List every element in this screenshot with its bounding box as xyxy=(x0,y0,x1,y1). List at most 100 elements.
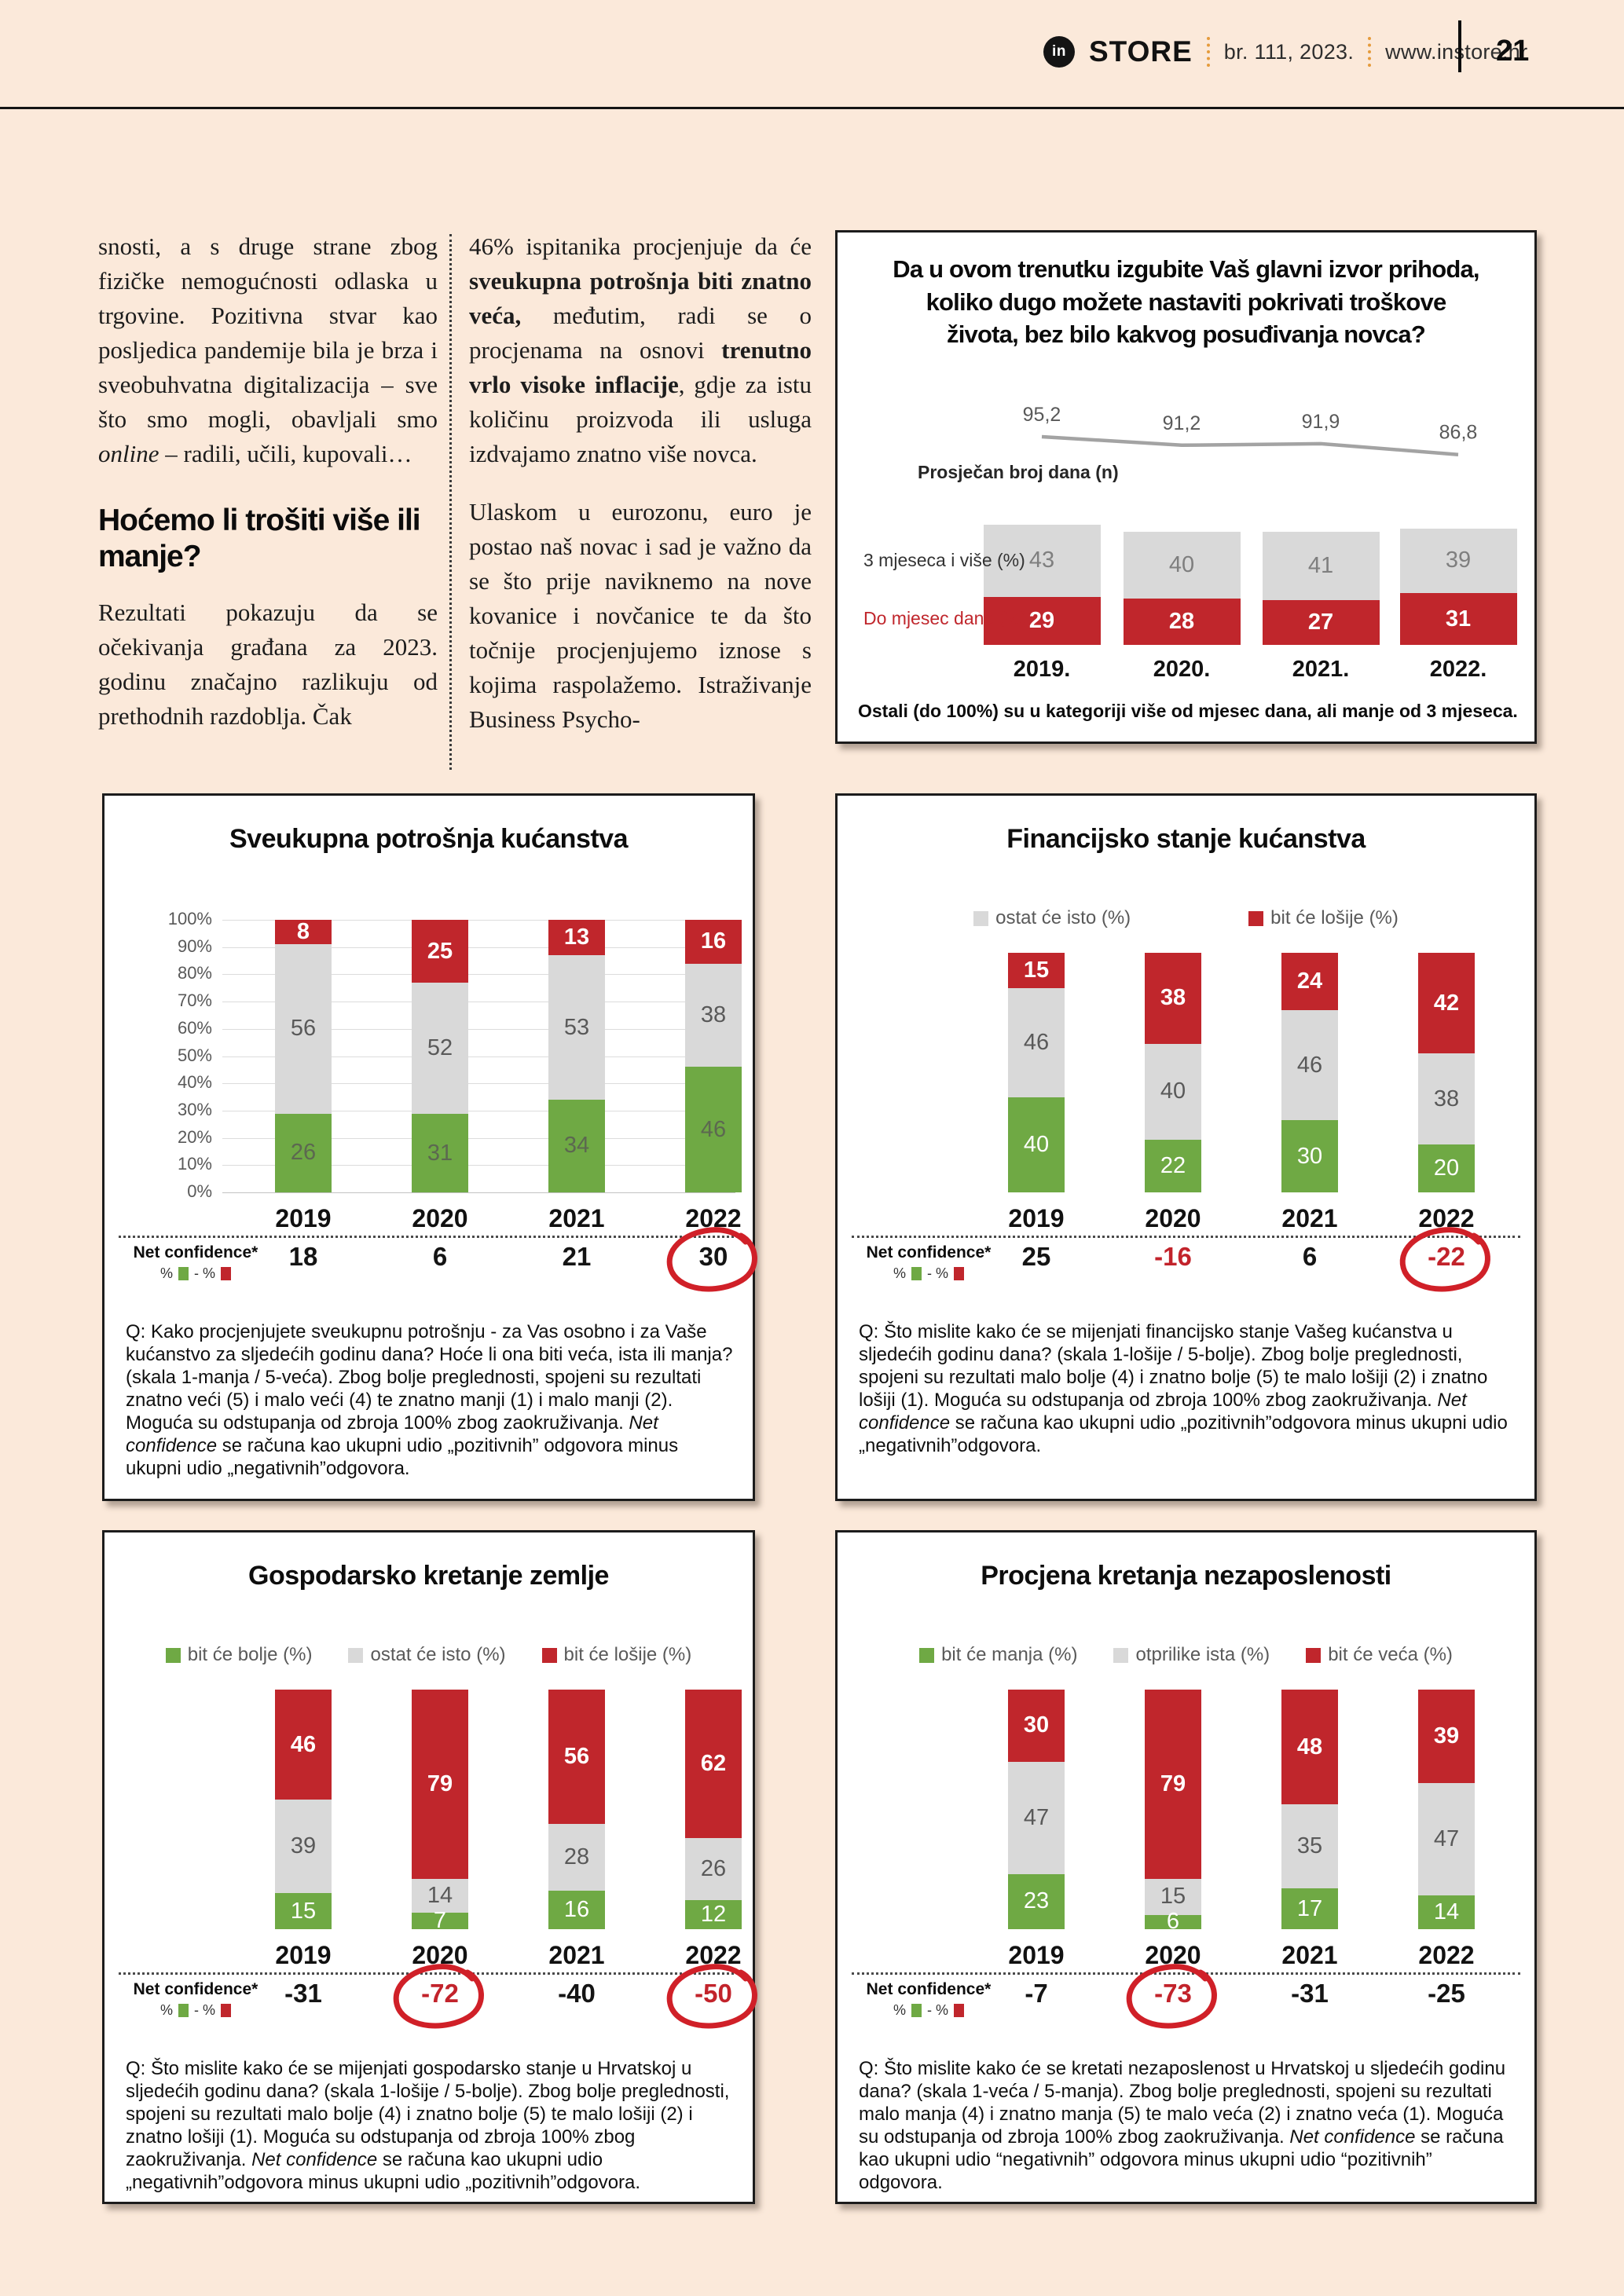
legend-item: ostat će isto (%) xyxy=(348,1644,506,1666)
bar-value-label: 46 xyxy=(1296,1052,1323,1078)
bar-segment-gray: 56 xyxy=(275,943,332,1114)
dotted-rule xyxy=(852,1236,1520,1238)
bar-segment-gray: 40 xyxy=(1145,1043,1201,1140)
net-mini-text: - % xyxy=(927,1265,948,1281)
bar-column: 38 40 22 xyxy=(1145,953,1201,1192)
year-label: 2022 xyxy=(685,1941,742,1969)
bar-value-label: 14 xyxy=(427,1882,453,1908)
bar-column: 24 46 30 xyxy=(1281,953,1338,1192)
bar-segment-green: 14 xyxy=(1418,1895,1475,1929)
bar-value-label: 34 xyxy=(563,1133,590,1159)
bar-segment-green: 17 xyxy=(1281,1888,1338,1929)
year-label: 2021 xyxy=(1281,1204,1338,1232)
legend-item: bit će veća (%) xyxy=(1306,1644,1453,1666)
net-mini-text: % xyxy=(893,1265,906,1281)
net-confidence-value: -31 xyxy=(1291,1979,1329,2008)
y-axis-tick: 80% xyxy=(177,963,212,983)
year-label: 2020 xyxy=(412,1204,468,1232)
legend-item-label: bit će veća (%) xyxy=(1328,1644,1453,1665)
bar-value-label: 31 xyxy=(427,1140,453,1166)
bar-value-label: 23 xyxy=(1023,1888,1050,1914)
net-confidence-value: -22 xyxy=(1428,1242,1465,1271)
paragraph: Rezultati pokazuju da se očekivanja građ… xyxy=(98,599,438,731)
bar-segment-gray: 46 xyxy=(1281,1010,1338,1121)
bar-value-label: 46 xyxy=(700,1116,727,1142)
bar-value-label: 6 xyxy=(1166,1909,1180,1935)
legend-item-label: ostat će isto (%) xyxy=(370,1644,506,1665)
bar-value-label: 12 xyxy=(700,1902,727,1928)
bar-column: 56 28 16 xyxy=(548,1690,605,1929)
net-mini-text: % xyxy=(893,2002,906,2018)
net-confidence-value: 25 xyxy=(1021,1242,1051,1271)
bar-value-label: 47 xyxy=(1433,1826,1460,1852)
gridline xyxy=(222,1165,735,1166)
bar-segment-red: 24 xyxy=(1281,953,1338,1011)
average-days-line: 95,2 91,2 91,9 86,8 xyxy=(1023,404,1477,456)
bar-segment-green: 23 xyxy=(1008,1873,1065,1929)
bar-value-label: 39 xyxy=(290,1833,317,1859)
bar-value-label: 38 xyxy=(700,1002,727,1027)
income-duration-plot: 95,2 91,2 91,9 86,8 Prosječan broj dana (n) 4… xyxy=(838,233,1534,742)
bar-segment-gray: 38 xyxy=(1418,1053,1475,1144)
instore-logo-icon: in xyxy=(1043,36,1075,68)
bar-value-label: 14 xyxy=(1433,1899,1460,1925)
bar-value-label: 27 xyxy=(1307,609,1334,635)
bar-value-label: 20 xyxy=(1433,1155,1460,1181)
year-label: 2019 xyxy=(1008,1204,1065,1232)
chart-caption: Q: Što mislite kako će se kretati nezapo… xyxy=(859,2058,1506,2194)
series-row-label-gray: 3 mjeseca i više (%) xyxy=(863,550,1025,570)
bar-value-label: 26 xyxy=(290,1140,317,1166)
gridline xyxy=(222,1056,735,1057)
bar-column: 79 14 7 xyxy=(412,1690,468,1933)
bar-segment-red: 13 xyxy=(548,920,605,956)
bar-segment-red: 38 xyxy=(1145,953,1201,1044)
net-mini-text: - % xyxy=(194,1265,215,1281)
y-axis-tick: 60% xyxy=(177,1017,212,1038)
chart-caption: Q: Kako procjenjujete sveukupnu potrošnj… xyxy=(126,1321,733,1480)
bar-column: 13 53 34 xyxy=(548,920,605,1192)
bar-value-label: 15 xyxy=(1023,958,1050,983)
chart-box-spending: Sveukupna potrošnja kućanstva 0% 10% 20% 30… xyxy=(102,793,757,1501)
bar-segment-green: 7 xyxy=(412,1908,468,1933)
bar-segment-red: 79 xyxy=(1145,1690,1201,1879)
net-confidence-mini-legend: % - % xyxy=(117,1265,274,1282)
dotted-rule xyxy=(119,1972,739,1975)
bar-value-label: 40 xyxy=(1168,551,1195,577)
legend-swatch xyxy=(348,1647,364,1663)
year-label: 2021. xyxy=(1292,657,1350,682)
bar-segment-gray: 35 xyxy=(1281,1804,1338,1889)
bar-segment-green: 20 xyxy=(1418,1144,1475,1192)
bar-column: 42 38 20 xyxy=(1418,953,1475,1192)
net-confidence-mini-legend: % - % xyxy=(850,2002,1007,2019)
magazine-brand: STORE xyxy=(1089,35,1193,68)
bar-column: 62 26 12 xyxy=(685,1690,742,1929)
bar-segment-green: 26 xyxy=(275,1113,332,1192)
bar-segment-red: 39 xyxy=(1418,1690,1475,1783)
gridline xyxy=(222,1192,735,1193)
bar-segment-green: 15 xyxy=(275,1893,332,1929)
bar-column: 15 46 40 xyxy=(1008,953,1065,1192)
legend-swatch xyxy=(973,910,989,926)
legend-item: ostat će isto (%) xyxy=(973,907,1131,929)
year-label: 2019 xyxy=(275,1204,332,1232)
bar-value-label: 43 xyxy=(1028,547,1055,573)
year-label: 2020 xyxy=(1145,1941,1201,1969)
year-label: 2019 xyxy=(275,1941,332,1969)
bar-value-label: 79 xyxy=(427,1771,453,1796)
bar-segment-gray: 38 xyxy=(685,963,742,1067)
bar-value-label: 39 xyxy=(1445,547,1472,573)
bar-value-label: 16 xyxy=(700,928,727,954)
net-mini-swatch xyxy=(178,1267,189,1280)
chart-box-economy: Gospodarsko kretanje zemlje bit će bolje… xyxy=(102,1530,757,2204)
net-confidence-value: 6 xyxy=(1302,1242,1318,1271)
net-mini-text: - % xyxy=(194,2002,215,2018)
bar-value-label: 40 xyxy=(1023,1132,1050,1158)
year-label: 2022 xyxy=(685,1204,742,1232)
year-label: 2020. xyxy=(1153,657,1211,682)
article-column-1: snosti, a s druge strane zbog fizičke ne… xyxy=(98,229,438,757)
bar-segment-green: 40 xyxy=(1008,1097,1065,1192)
chart-title: Financijsko stanje kućanstva xyxy=(1006,824,1366,854)
line-value-label: 91,9 xyxy=(1302,411,1340,433)
legend-item: bit će bolje (%) xyxy=(165,1644,312,1666)
chart-caption: Q: Što mislite kako će se mijenjati fina… xyxy=(859,1321,1508,1457)
